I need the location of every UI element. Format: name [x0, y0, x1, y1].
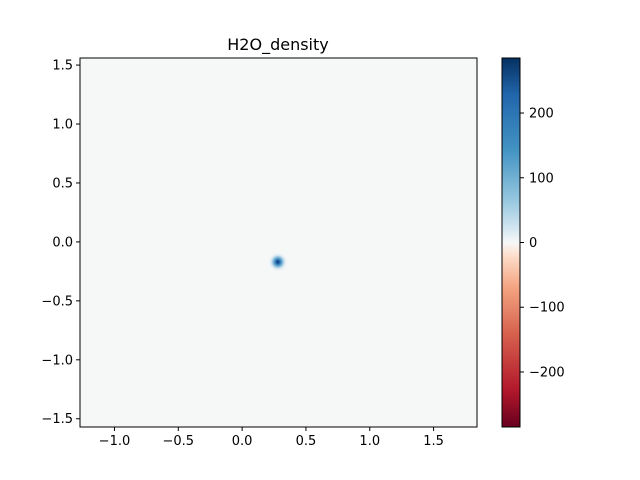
x-tick-label: 1.5: [423, 434, 444, 449]
x-tick-label: −0.5: [163, 434, 195, 449]
y-tick-label: −1.0: [41, 353, 73, 368]
y-tick-label: 1.5: [52, 59, 73, 74]
density-peak: [267, 251, 288, 272]
colorbar-ticks: 200 100 0 −100 −200: [520, 107, 565, 380]
y-tick-label: −0.5: [41, 294, 73, 309]
y-axis: 1.5 1.0 0.5 0.0 −0.5 −1.0 −1.5: [41, 59, 80, 427]
colorbar-tick-label: 0: [529, 236, 537, 251]
colorbar: 200 100 0 −100 −200: [501, 57, 565, 428]
colorbar-tick-label: 200: [529, 107, 554, 122]
x-tick-label: −1.0: [99, 434, 131, 449]
plot-area: −1.0 −0.5 0.0 0.5 1.0 1.5 1.51.00.50.0−0.5−1.…: [41, 57, 478, 449]
colorbar-gradient: [502, 58, 520, 427]
x-tick-label: 0.5: [296, 434, 317, 449]
colorbar-tick-label: −200: [529, 365, 565, 380]
chart-title: H2O_density: [227, 35, 328, 55]
y-tick-label: 1.0: [52, 118, 73, 133]
colorbar-tick-label: 100: [529, 171, 554, 186]
plot-frame: [79, 57, 478, 428]
x-tick-label: 1.0: [359, 434, 380, 449]
colorbar-tick-label: −100: [529, 301, 565, 316]
y-tick-label: 0.0: [52, 235, 73, 250]
y-tick-label: 0.5: [52, 176, 73, 191]
x-tick-label: 0.0: [232, 434, 253, 449]
heatmap-background: [80, 58, 477, 427]
y-tick-label: −1.5: [41, 412, 73, 427]
x-axis: −1.0 −0.5 0.0 0.5 1.0 1.5: [99, 427, 444, 449]
